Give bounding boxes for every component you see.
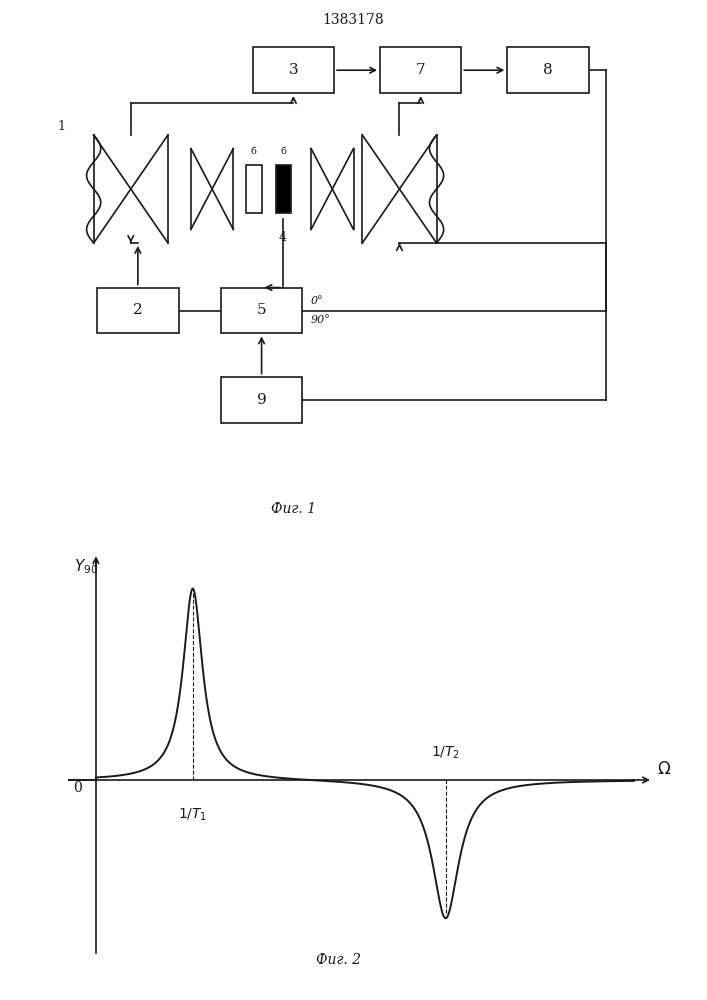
Text: 4: 4: [279, 231, 287, 244]
Bar: [380, 47, 461, 93]
Text: 9: 9: [257, 393, 267, 407]
Bar: [246, 165, 262, 213]
Bar: [253, 47, 334, 93]
Text: 90°: 90°: [311, 315, 331, 325]
Text: 1: 1: [58, 120, 66, 133]
Text: Фиг. 1: Фиг. 1: [271, 502, 316, 516]
Text: 2: 2: [133, 304, 143, 318]
Text: б: б: [281, 147, 286, 156]
Text: $Y_{90}$: $Y_{90}$: [74, 557, 98, 576]
Text: 8: 8: [543, 63, 553, 77]
Text: 0: 0: [73, 781, 81, 795]
Text: 1383178: 1383178: [322, 13, 385, 27]
Text: 0°: 0°: [311, 296, 324, 306]
Bar: [508, 47, 588, 93]
Text: Фиг. 2: Фиг. 2: [315, 953, 361, 967]
Bar: [221, 288, 303, 333]
Text: 5: 5: [257, 304, 267, 318]
Text: $1/T_2$: $1/T_2$: [431, 745, 460, 761]
Bar: [276, 165, 291, 213]
Bar: [221, 377, 303, 423]
Text: 7: 7: [416, 63, 426, 77]
Text: 3: 3: [288, 63, 298, 77]
Text: б: б: [251, 147, 257, 156]
Bar: [98, 288, 178, 333]
Text: $1/T_1$: $1/T_1$: [178, 807, 207, 823]
Text: $\Omega$: $\Omega$: [657, 761, 671, 778]
